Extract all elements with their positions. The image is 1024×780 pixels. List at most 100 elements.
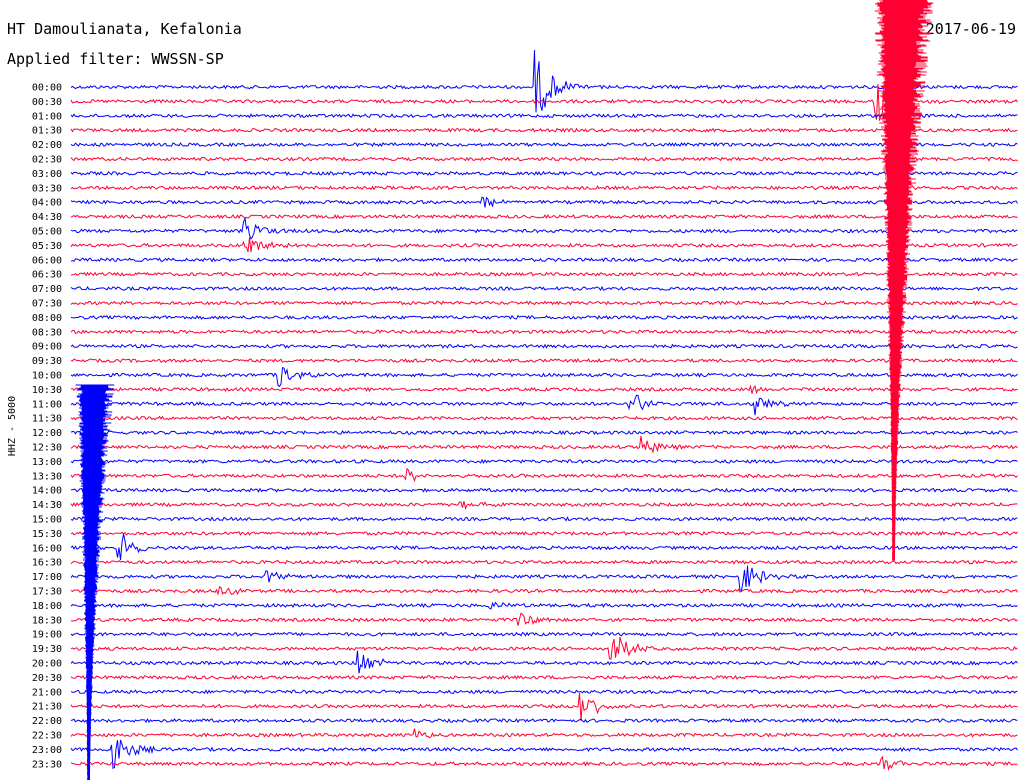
- trace-row: [70, 329, 1018, 335]
- row-time-label: 16:30: [32, 558, 62, 569]
- row-time-label: 02:30: [32, 155, 62, 166]
- row-time-label: 09:30: [32, 356, 62, 367]
- trace-row: [70, 213, 1018, 220]
- trace-row: [70, 692, 1018, 721]
- trace-row: [70, 728, 1018, 739]
- row-time-label: 00:30: [32, 97, 62, 108]
- row-time-label: 23:00: [32, 745, 62, 756]
- row-time-label: 18:00: [32, 601, 62, 612]
- row-time-label: 22:00: [32, 716, 62, 727]
- date-label: 2017-06-19: [925, 20, 1016, 38]
- trace-row: [70, 50, 1018, 113]
- trace-row: [70, 83, 1018, 121]
- trace-row: [70, 530, 1018, 537]
- trace-row: [70, 185, 1018, 191]
- row-time-label: 19:00: [32, 630, 62, 641]
- trace-row: [70, 343, 1018, 349]
- row-time-label: 23:30: [32, 759, 62, 770]
- trace-row: [70, 300, 1018, 306]
- trace-row: [70, 415, 1018, 421]
- row-time-label: 21:00: [32, 687, 62, 698]
- trace-row: [70, 674, 1018, 681]
- trace-row: [70, 559, 1018, 565]
- filter-label: Applied filter: WWSSN-SP: [7, 50, 224, 68]
- trace-row: [70, 237, 1018, 253]
- row-time-label: 07:00: [32, 284, 62, 295]
- trace-row: [70, 384, 1018, 395]
- row-time-label: 15:00: [32, 515, 62, 526]
- trace-row: [70, 314, 1018, 320]
- row-time-label: 12:30: [32, 443, 62, 454]
- row-time-label: 21:30: [32, 702, 62, 713]
- trace-row: [70, 458, 1018, 465]
- row-time-label: 13:00: [32, 457, 62, 468]
- trace-row: [70, 717, 1018, 724]
- trace-row: [70, 739, 1018, 770]
- trace-row: [70, 257, 1018, 263]
- row-time-label: 06:30: [32, 270, 62, 281]
- row-time-label: 14:30: [32, 500, 62, 511]
- row-time-label: 07:30: [32, 299, 62, 310]
- row-time-label: 05:30: [32, 241, 62, 252]
- row-time-label: 11:30: [32, 414, 62, 425]
- row-time-label: 15:30: [32, 529, 62, 540]
- trace-row: [70, 636, 1018, 660]
- row-time-label: 12:00: [32, 428, 62, 439]
- trace-row: [70, 601, 1018, 610]
- trace-row: [70, 156, 1018, 162]
- row-time-label: 03:30: [32, 183, 62, 194]
- trace-row: [70, 755, 1018, 772]
- row-time-label: 22:30: [32, 731, 62, 742]
- large-event-trace: [874, 0, 934, 561]
- trace-row: [70, 196, 1018, 208]
- trace-row: [70, 565, 1018, 591]
- trace-row: [70, 612, 1018, 626]
- trace-row: [70, 127, 1018, 133]
- row-time-label: 13:30: [32, 471, 62, 482]
- row-time-label: 04:00: [32, 198, 62, 209]
- trace-row: [70, 435, 1018, 454]
- trace-row: [70, 142, 1018, 148]
- trace-row: [70, 113, 1018, 119]
- trace-row: [70, 216, 1018, 240]
- row-time-label: 20:30: [32, 673, 62, 684]
- row-time-label: 05:00: [32, 227, 62, 238]
- trace-row: [70, 585, 1018, 596]
- row-time-label: 17:30: [32, 587, 62, 598]
- row-time-label: 02:00: [32, 140, 62, 151]
- trace-row: [70, 358, 1018, 364]
- trace-row: [70, 501, 1018, 511]
- trace-row: [70, 285, 1018, 292]
- row-time-label: 10:30: [32, 385, 62, 396]
- trace-row: [70, 487, 1018, 493]
- y-axis-label: HHZ - 5000: [7, 396, 18, 456]
- trace-row: [70, 394, 1018, 416]
- large-event-trace: [75, 384, 115, 780]
- trace-row: [70, 170, 1018, 176]
- row-time-label: 16:00: [32, 543, 62, 554]
- row-time-label: 00:00: [32, 83, 62, 94]
- row-time-label: 11:00: [32, 399, 62, 410]
- row-time-label: 09:00: [32, 342, 62, 353]
- row-time-label: 20:00: [32, 659, 62, 670]
- station-title: HT Damoulianata, Kefalonia: [7, 20, 242, 38]
- trace-row: [70, 650, 1018, 674]
- trace-row: [70, 430, 1018, 436]
- trace-row: [70, 631, 1018, 637]
- row-time-label: 06:00: [32, 255, 62, 266]
- trace-row: [70, 367, 1018, 387]
- row-time-label: 18:30: [32, 615, 62, 626]
- trace-row: [70, 533, 1018, 561]
- row-time-label: 01:00: [32, 111, 62, 122]
- row-time-label: 08:30: [32, 327, 62, 338]
- trace-row: [70, 271, 1018, 277]
- row-time-label: 08:00: [32, 313, 62, 324]
- row-time-label: 10:00: [32, 371, 62, 382]
- trace-row: [70, 467, 1018, 483]
- row-time-label: 03:00: [32, 169, 62, 180]
- trace-row: [70, 516, 1018, 522]
- row-time-label: 04:30: [32, 212, 62, 223]
- row-time-label: 19:30: [32, 644, 62, 655]
- row-time-label: 14:00: [32, 486, 62, 497]
